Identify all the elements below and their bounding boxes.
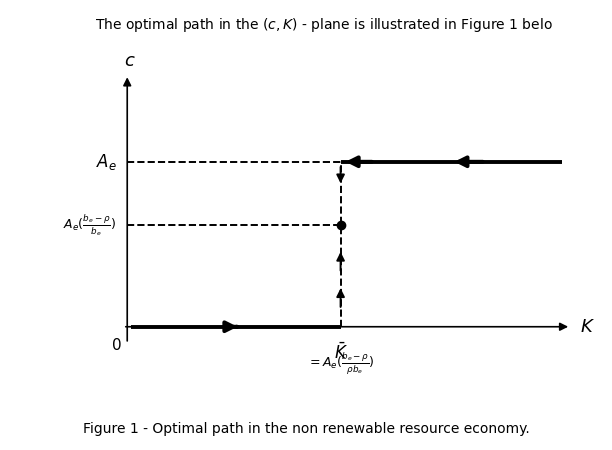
Text: $0$: $0$ (111, 337, 122, 353)
Text: $A_e$: $A_e$ (95, 152, 116, 172)
Text: The optimal path in the $(c, K)$ - plane is illustrated in Figure 1 belo: The optimal path in the $(c, K)$ - plane… (95, 16, 553, 34)
Text: $A_e(\frac{b_e-\rho}{b_e})$: $A_e(\frac{b_e-\rho}{b_e})$ (64, 212, 116, 238)
Text: $c$: $c$ (124, 52, 135, 70)
Text: $= A_e(\frac{b_e-\rho}{\rho b_e})$: $= A_e(\frac{b_e-\rho}{\rho b_e})$ (307, 350, 375, 376)
Text: $K$: $K$ (580, 318, 594, 336)
Text: $\bar{K}$: $\bar{K}$ (334, 342, 348, 363)
Text: Figure 1 - Optimal path in the non renewable resource economy.: Figure 1 - Optimal path in the non renew… (83, 423, 529, 436)
